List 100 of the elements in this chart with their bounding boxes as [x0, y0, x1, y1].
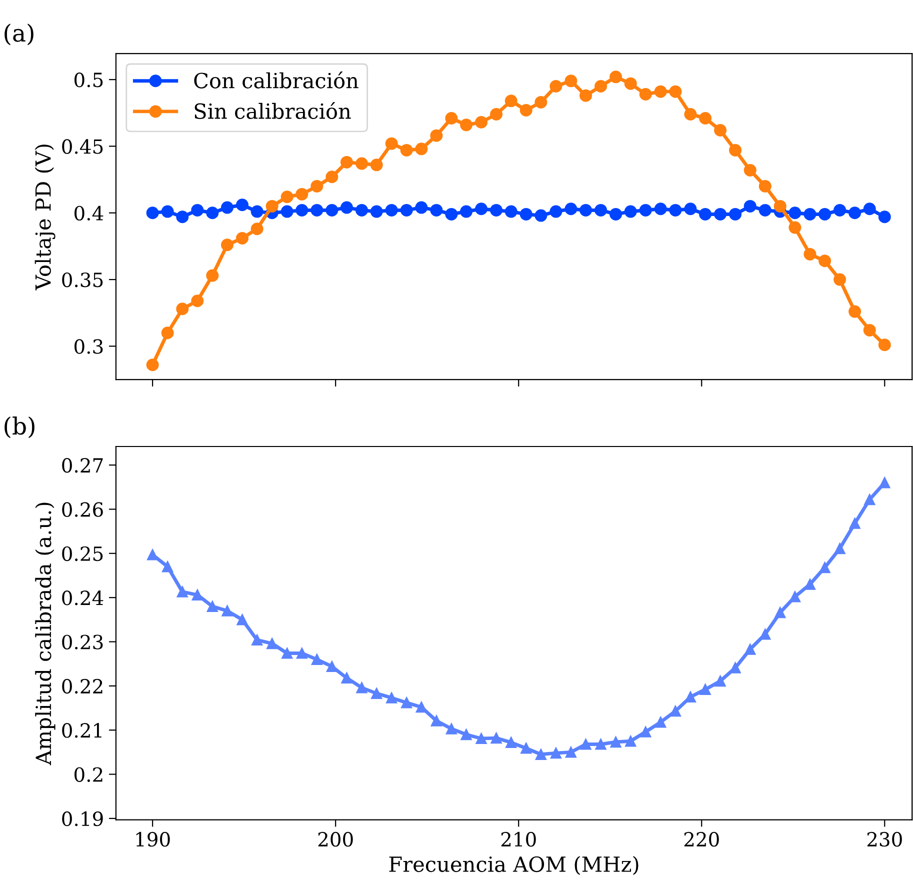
point [206, 600, 218, 612]
point [504, 94, 518, 108]
point [266, 200, 278, 212]
point [445, 112, 458, 124]
point [625, 736, 636, 747]
point [849, 518, 860, 529]
point [236, 232, 248, 244]
point [744, 164, 756, 176]
point [176, 586, 188, 598]
point [730, 662, 741, 674]
point [430, 715, 442, 726]
point [206, 269, 219, 282]
point [848, 305, 862, 318]
point [818, 254, 832, 268]
point [550, 80, 562, 92]
point [818, 208, 832, 220]
y-tick-label: 0.35 [62, 272, 103, 288]
point [864, 494, 876, 506]
y-tick-label: 0.23 [62, 634, 103, 650]
point [296, 204, 308, 216]
point [534, 209, 548, 222]
point [341, 672, 352, 684]
point [490, 204, 503, 216]
point [684, 691, 696, 703]
point [250, 205, 264, 218]
point [340, 201, 353, 214]
point [146, 206, 159, 220]
point [385, 137, 398, 150]
point [714, 676, 726, 687]
point [280, 190, 294, 204]
point [430, 129, 443, 142]
point [147, 549, 158, 560]
point [506, 736, 517, 748]
y-tick-label: 0.25 [62, 546, 103, 562]
point [610, 208, 622, 220]
point [192, 589, 203, 600]
point [250, 222, 264, 236]
point [310, 180, 324, 192]
point [475, 202, 488, 216]
point [564, 74, 578, 88]
point [220, 201, 234, 214]
point [326, 204, 338, 216]
point [236, 198, 248, 212]
point [594, 204, 608, 216]
y-tick-label: 0.45 [62, 139, 103, 154]
y-tick-label: 0.24 [62, 590, 104, 606]
point [401, 697, 412, 708]
point [594, 80, 608, 92]
point [535, 748, 546, 760]
point [355, 204, 368, 216]
point [340, 156, 353, 168]
point [580, 204, 592, 216]
point [520, 742, 532, 754]
point [669, 204, 682, 216]
point [520, 208, 532, 220]
point [220, 238, 234, 252]
point [430, 204, 443, 216]
point [356, 682, 368, 694]
point [639, 88, 652, 100]
point [550, 748, 562, 759]
point [699, 112, 712, 124]
point [774, 607, 786, 618]
point [639, 204, 652, 216]
point [684, 108, 697, 120]
point [789, 591, 801, 602]
point [534, 96, 548, 108]
point [296, 648, 308, 659]
point [206, 206, 219, 220]
y-axis-title: Amplitud calibrada (a.u.) [35, 502, 56, 766]
point [834, 273, 846, 286]
point [266, 638, 278, 650]
point [191, 294, 204, 308]
legend-label: Con calibración [194, 71, 358, 88]
point [311, 654, 322, 665]
point [161, 326, 174, 340]
point [744, 200, 756, 212]
point [280, 205, 294, 218]
point [654, 85, 667, 98]
point [371, 688, 382, 699]
chart-title: (b) [4, 416, 34, 438]
point [610, 70, 622, 84]
point [834, 204, 846, 216]
point [504, 205, 518, 218]
point [176, 302, 189, 316]
point [580, 738, 592, 750]
point [610, 736, 622, 748]
point [370, 158, 383, 172]
point [879, 477, 890, 488]
point [415, 201, 428, 214]
point [146, 358, 159, 372]
point [714, 124, 727, 136]
x-axis-title: Frecuencia AOM (MHz) [389, 856, 638, 876]
point [863, 202, 876, 216]
point [550, 205, 562, 218]
x-tick-label: 220 [684, 832, 719, 847]
point [490, 732, 502, 744]
point [400, 204, 413, 216]
point [699, 208, 712, 220]
point [176, 210, 189, 224]
point [415, 142, 428, 156]
